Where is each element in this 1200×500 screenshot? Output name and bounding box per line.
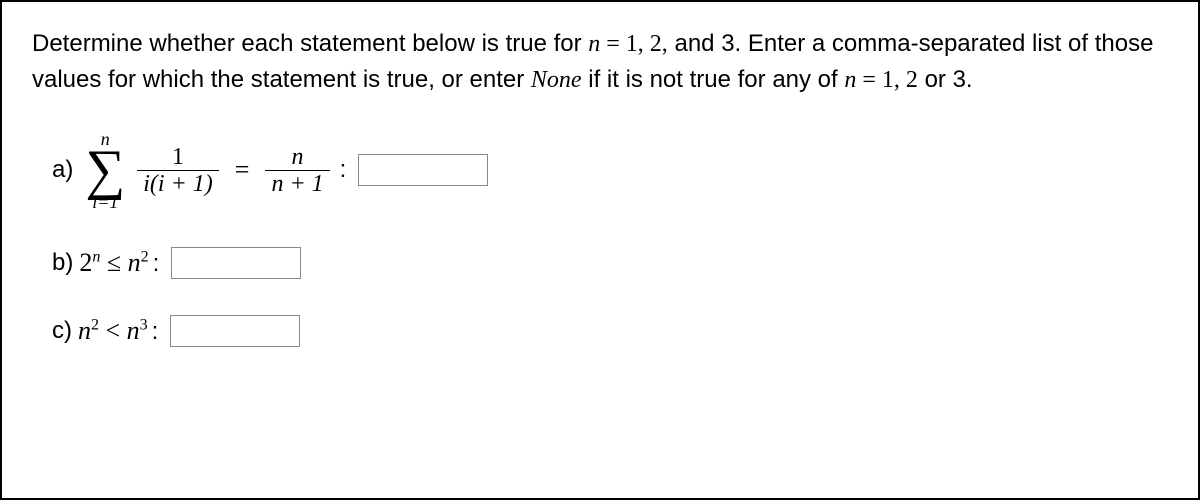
fraction-rhs: n n + 1 [265,144,329,198]
problem-c-expr: n2 < n3: [78,316,160,346]
instr-and3: and 3. [668,30,741,57]
instr-neq: n = 1, 2, [588,31,668,57]
colon-c: : [152,318,159,345]
question-container: Determine whether each statement below i… [0,0,1200,500]
answer-input-c[interactable] [170,315,300,347]
sigma-lower: i=1 [92,193,118,211]
problem-b: b) 2n ≤ n2: [52,247,1168,279]
instr-part3: if it is not true for any of [582,66,845,93]
instr-part1: Determine whether each statement below i… [32,30,588,57]
sigma-block: n ∑ i=1 [85,130,125,211]
b-exp2: 2 [141,248,149,265]
colon-b: : [153,250,160,277]
frac-rhs-den: n + 1 [265,171,329,197]
problem-b-label: b) [52,249,73,277]
answer-input-b[interactable] [171,247,301,279]
problem-c-label: c) [52,317,72,345]
instr-or3: or 3. [918,66,973,93]
b-base1: 2 [79,248,92,277]
frac-rhs-num: n [286,144,310,170]
frac-lhs-num: 1 [166,144,190,170]
c-base1: n [78,316,91,345]
b-rel: ≤ [100,248,127,277]
c-base2: n [127,316,140,345]
c-rel: < [99,316,127,345]
sigma-symbol: ∑ [85,148,125,193]
problem-c: c) n2 < n3: [52,315,1168,347]
frac-lhs-den: i(i + 1) [137,171,219,197]
answer-input-a[interactable] [358,154,488,186]
problem-a-label: a) [52,156,73,184]
b-base2: n [128,248,141,277]
instr-none: None [531,67,582,93]
equals-sign: = [235,155,250,185]
c-exp1: 2 [91,316,99,333]
problems-list: a) n ∑ i=1 1 i(i + 1) = n n + 1 : b) [32,130,1168,347]
instr-neq2: n = 1, 2 [844,67,918,93]
fraction-lhs: 1 i(i + 1) [137,144,219,198]
instructions-text: Determine whether each statement below i… [32,26,1168,98]
c-exp2: 3 [140,316,148,333]
colon-a: : [340,156,347,184]
problem-a: a) n ∑ i=1 1 i(i + 1) = n n + 1 : [52,130,1168,211]
problem-b-expr: 2n ≤ n2: [79,248,161,278]
